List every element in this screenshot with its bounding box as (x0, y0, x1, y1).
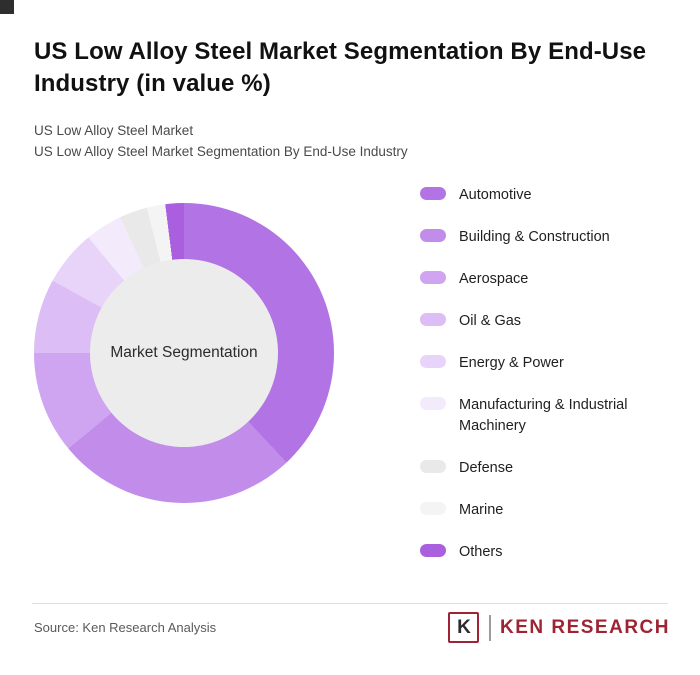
infographic-page: US Low Alloy Steel Market Segmentation B… (34, 38, 668, 584)
legend-swatch (420, 271, 446, 285)
legend-item: Marine (420, 500, 660, 521)
legend-label: Others (459, 544, 503, 561)
legend-label: Energy & Power (459, 355, 564, 372)
legend-label: Oil & Gas (459, 313, 522, 330)
legend-item: Oil & Gas (420, 311, 660, 332)
legend-swatch (420, 313, 446, 327)
chart-legend: Automotive Building & Construction Aerospa… (420, 185, 660, 584)
footer: Source: Ken Research Analysis K KEN RESE… (32, 612, 670, 643)
donut-chart: Market Segmentation (34, 203, 334, 504)
subtitle-segmentation: US Low Alloy Steel Market Segmentation B… (34, 144, 408, 160)
donut-center: Market Segmentation (90, 259, 278, 448)
logo-separator (489, 614, 491, 641)
legend-swatch (420, 397, 446, 411)
legend-label: Manufacturing & Industrial Machinery (459, 397, 628, 435)
ken-research-logo: K KEN RESEARCH (448, 612, 670, 643)
legend-swatch (420, 502, 446, 516)
legend-item: Automotive (420, 185, 660, 206)
legend-swatch (420, 544, 446, 558)
legend-item: Aerospace (420, 269, 660, 290)
legend-label: Building & Construction (459, 229, 610, 246)
logo-k-mark: K (448, 612, 480, 643)
legend-label: Defense (459, 460, 514, 477)
legend-item: Others (420, 542, 660, 563)
legend-label: Marine (459, 502, 504, 519)
chart-area: Market Segmentation Automotive Building &… (34, 187, 668, 584)
page-title: US Low Alloy Steel Market Segmentation B… (34, 38, 647, 97)
legend-label: Automotive (459, 187, 532, 204)
legend-item: Energy & Power (420, 353, 660, 374)
logo-wordmark: KEN RESEARCH (499, 616, 670, 638)
legend-swatch (420, 460, 446, 474)
legend-swatch (420, 229, 446, 243)
legend-swatch (420, 187, 446, 201)
chart-center-label: Market Segmentation (110, 344, 258, 362)
source-text: Source: Ken Research Analysis (34, 620, 217, 635)
legend-swatch (420, 355, 446, 369)
footer-divider (32, 603, 668, 604)
legend-item: Defense (420, 458, 660, 479)
corner-mark (0, 0, 14, 14)
legend-item: Manufacturing & Industrial Machinery (420, 395, 660, 437)
legend-label: Aerospace (459, 271, 529, 288)
subtitle-market: US Low Alloy Steel Market (34, 123, 194, 139)
legend-item: Building & Construction (420, 227, 660, 248)
